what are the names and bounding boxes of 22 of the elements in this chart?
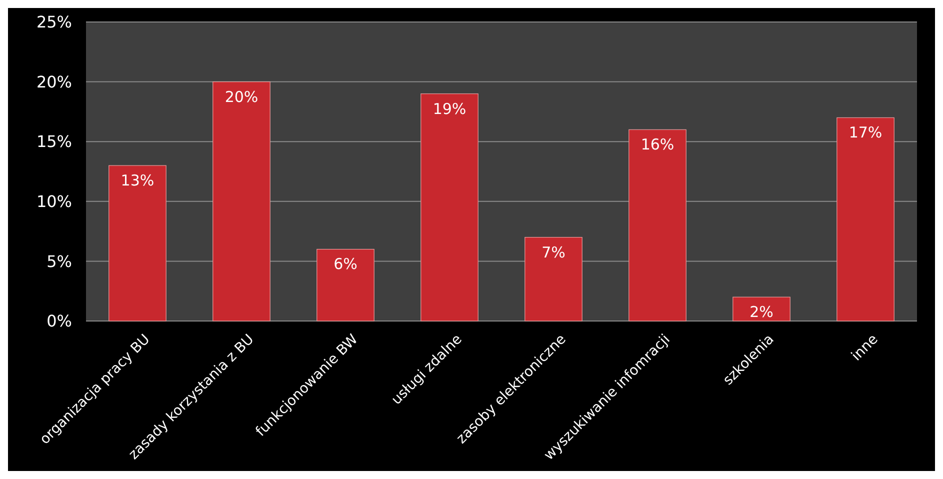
bar	[836, 117, 894, 322]
bar	[420, 93, 478, 322]
y-tick-label: 10%	[36, 192, 72, 211]
data-label: 17%	[848, 124, 882, 142]
data-label: 6%	[334, 255, 358, 274]
y-tick-label: 15%	[36, 132, 72, 152]
data-label: 7%	[542, 243, 566, 262]
bar	[628, 129, 686, 322]
bar	[212, 82, 270, 322]
data-label: 2%	[750, 303, 774, 322]
y-tick-label: 5%	[46, 252, 72, 271]
data-label: 16%	[640, 136, 674, 154]
y-tick-label: 0%	[46, 312, 72, 331]
data-label: 13%	[120, 172, 154, 190]
y-tick-label: 20%	[36, 72, 72, 92]
data-label: 20%	[224, 88, 258, 106]
bar	[316, 248, 374, 322]
bar	[108, 165, 166, 322]
bar	[524, 236, 582, 322]
data-label: 19%	[432, 100, 466, 118]
y-tick-label: 25%	[36, 12, 72, 32]
bar	[732, 296, 790, 322]
